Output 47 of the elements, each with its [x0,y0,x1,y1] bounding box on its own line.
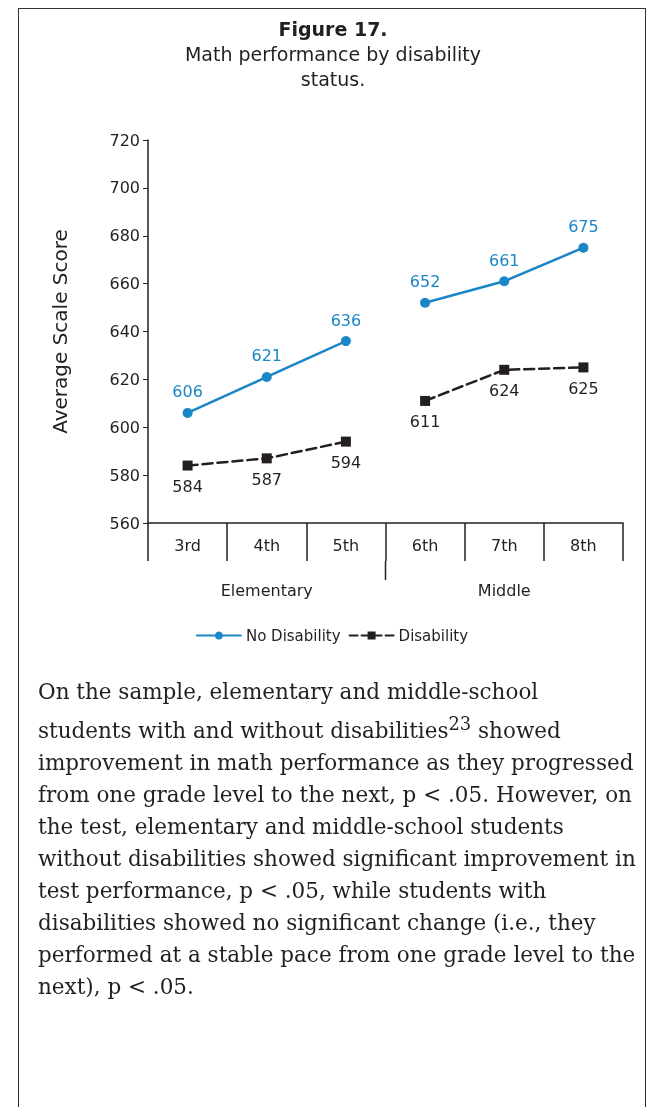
point [499,364,510,375]
point [261,371,272,382]
y-tick-label: 560 [109,513,140,533]
data-label: 652 [409,272,441,292]
y-tick-label: 720 [109,130,140,150]
x-tick-label: 7th [490,535,518,555]
text: Middle [477,580,531,600]
data-label: 587 [251,469,283,489]
x-tick-label: 8th [570,535,597,555]
y-tick-label: 700 [109,178,140,198]
chart-subtitle: Math performance by disability status. [183,42,483,92]
point [578,242,589,253]
data-label: 636 [330,310,362,330]
point [182,407,193,418]
point [578,362,589,373]
x-tick-label: 5th [332,535,360,555]
y-tick-label: 640 [109,322,140,341]
data-label: 606 [172,382,203,402]
point [261,453,272,464]
y-tick-label: 660 [109,274,140,294]
point [340,436,351,447]
legend-label: No Disability [245,626,341,645]
x-tick-label: 4th [253,535,281,555]
point [420,395,431,406]
point [499,276,510,287]
legend-label: Disability [398,626,469,645]
y-tick-label: 620 [109,369,140,389]
data-label: 611 [409,412,441,432]
y-axis-title: Average Scale Score [48,229,72,434]
x-tick-label: 6th [411,535,439,555]
chart-title: Figure 17. [277,18,389,40]
data-label: 594 [330,453,362,473]
data-label: 621 [251,346,283,366]
y-tick-label: 680 [109,226,140,246]
x-tick-label: 3rd [174,535,201,555]
text: Elementary [220,580,313,600]
y-tick-label: 600 [109,417,140,437]
data-label: 625 [568,378,599,398]
data-label: 624 [488,381,520,401]
point [182,460,193,471]
data-label: 675 [568,217,599,237]
y-tick-label: 580 [109,465,140,485]
data-label: 661 [488,250,520,270]
point [340,336,351,347]
point [420,297,431,308]
data-label: 584 [172,477,203,497]
text: On the sample, elementary and middle-school students with and without disabilities$^{23}$ showed improvement in math performance as they progressed from one grade level to the next, p < .05. However, on the test, elementary and middle-school students without disabilities showed significant improvement in test performance, p < .05, while students with disabilities showed no significant change (i.e., they performed at a stable pace from one grade level to the next), p < .05. [38,679,636,1000]
